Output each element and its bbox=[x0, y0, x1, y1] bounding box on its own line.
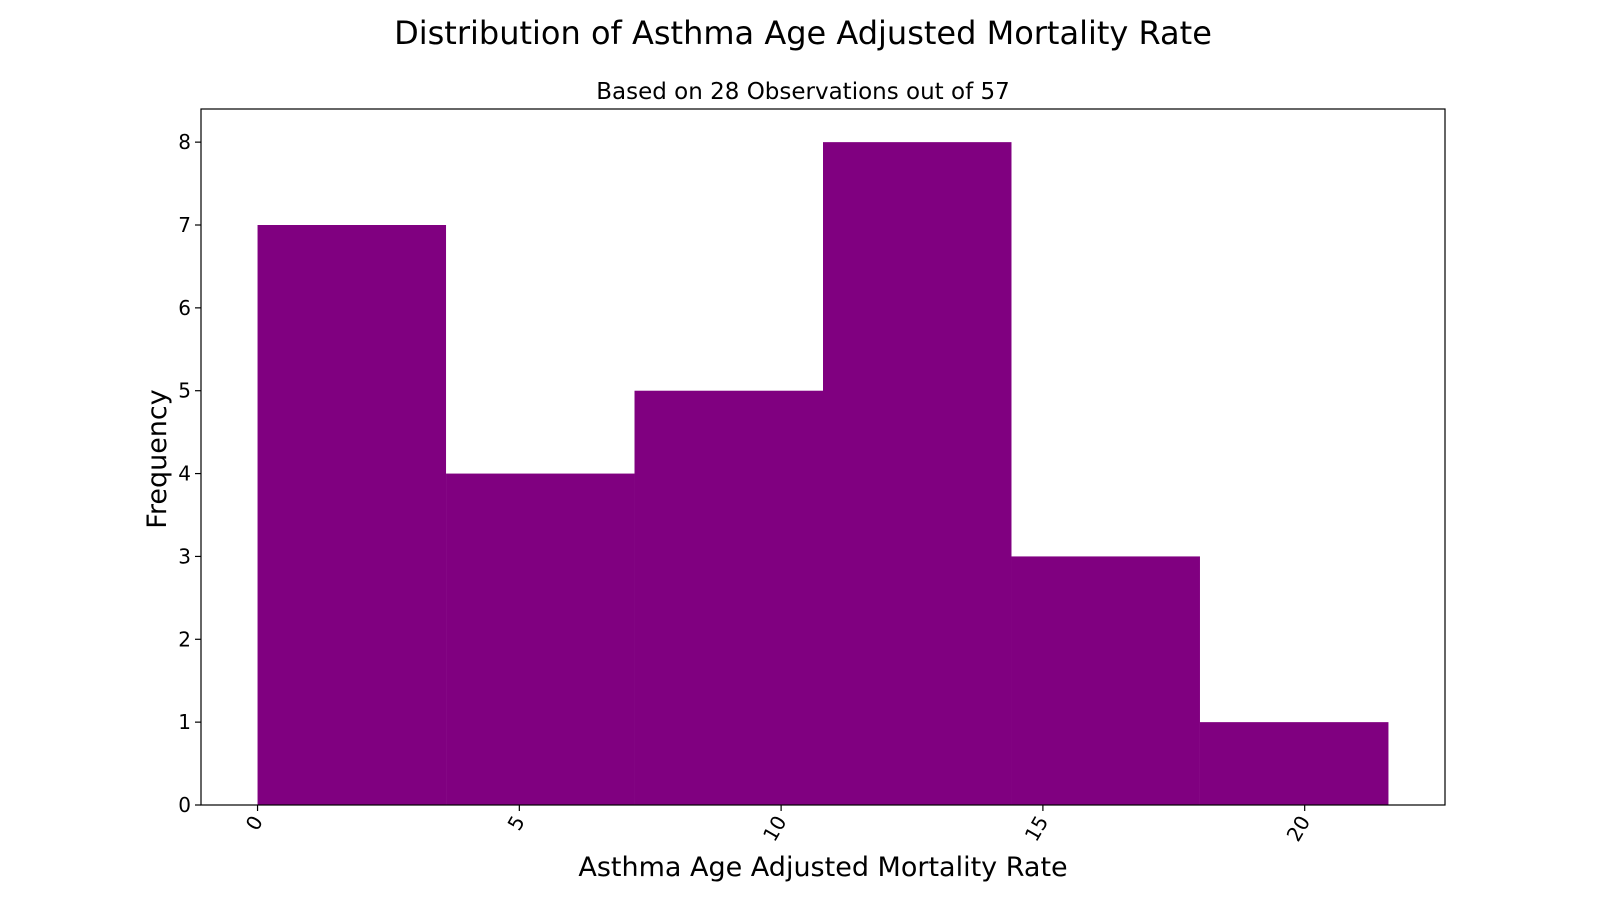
y-tick-label-6: 6 bbox=[178, 296, 191, 320]
x-tick-label-2: 10 bbox=[758, 812, 792, 846]
plot-area-frame bbox=[200, 108, 1446, 806]
histogram-bar-3 bbox=[823, 142, 1012, 806]
y-tick-label-2: 2 bbox=[178, 627, 191, 651]
y-axis-ticks: 0 1 2 3 4 5 6 7 8 bbox=[178, 130, 201, 817]
y-tick-label-8: 8 bbox=[178, 130, 191, 154]
histogram-bar-2 bbox=[634, 390, 823, 805]
chart-title: Distribution of Asthma Age Adjusted Mort… bbox=[394, 14, 1212, 52]
y-tick-label-3: 3 bbox=[178, 544, 191, 568]
histogram-bar-5 bbox=[1199, 722, 1389, 805]
histogram-bar-0 bbox=[257, 225, 447, 805]
x-tick-label-3: 15 bbox=[1020, 812, 1054, 846]
y-tick-label-0: 0 bbox=[178, 793, 191, 817]
y-tick-label-4: 4 bbox=[178, 462, 191, 486]
y-tick-label-5: 5 bbox=[178, 379, 191, 403]
x-axis-ticks: 0 5 10 15 20 bbox=[241, 805, 1315, 846]
histogram-bars bbox=[257, 142, 1389, 806]
x-axis-label: Asthma Age Adjusted Mortality Rate bbox=[578, 852, 1067, 883]
histogram-bar-1 bbox=[446, 473, 635, 805]
x-tick-label-1: 5 bbox=[503, 812, 530, 835]
x-tick-label-0: 0 bbox=[241, 812, 268, 835]
y-tick-label-1: 1 bbox=[178, 710, 191, 734]
chart-subtitle: Based on 28 Observations out of 57 bbox=[596, 79, 1010, 105]
histogram-bar-4 bbox=[1011, 556, 1200, 805]
x-tick-label-4: 20 bbox=[1282, 812, 1316, 846]
y-tick-label-7: 7 bbox=[178, 213, 191, 237]
y-axis-label: Frequency bbox=[142, 389, 173, 529]
